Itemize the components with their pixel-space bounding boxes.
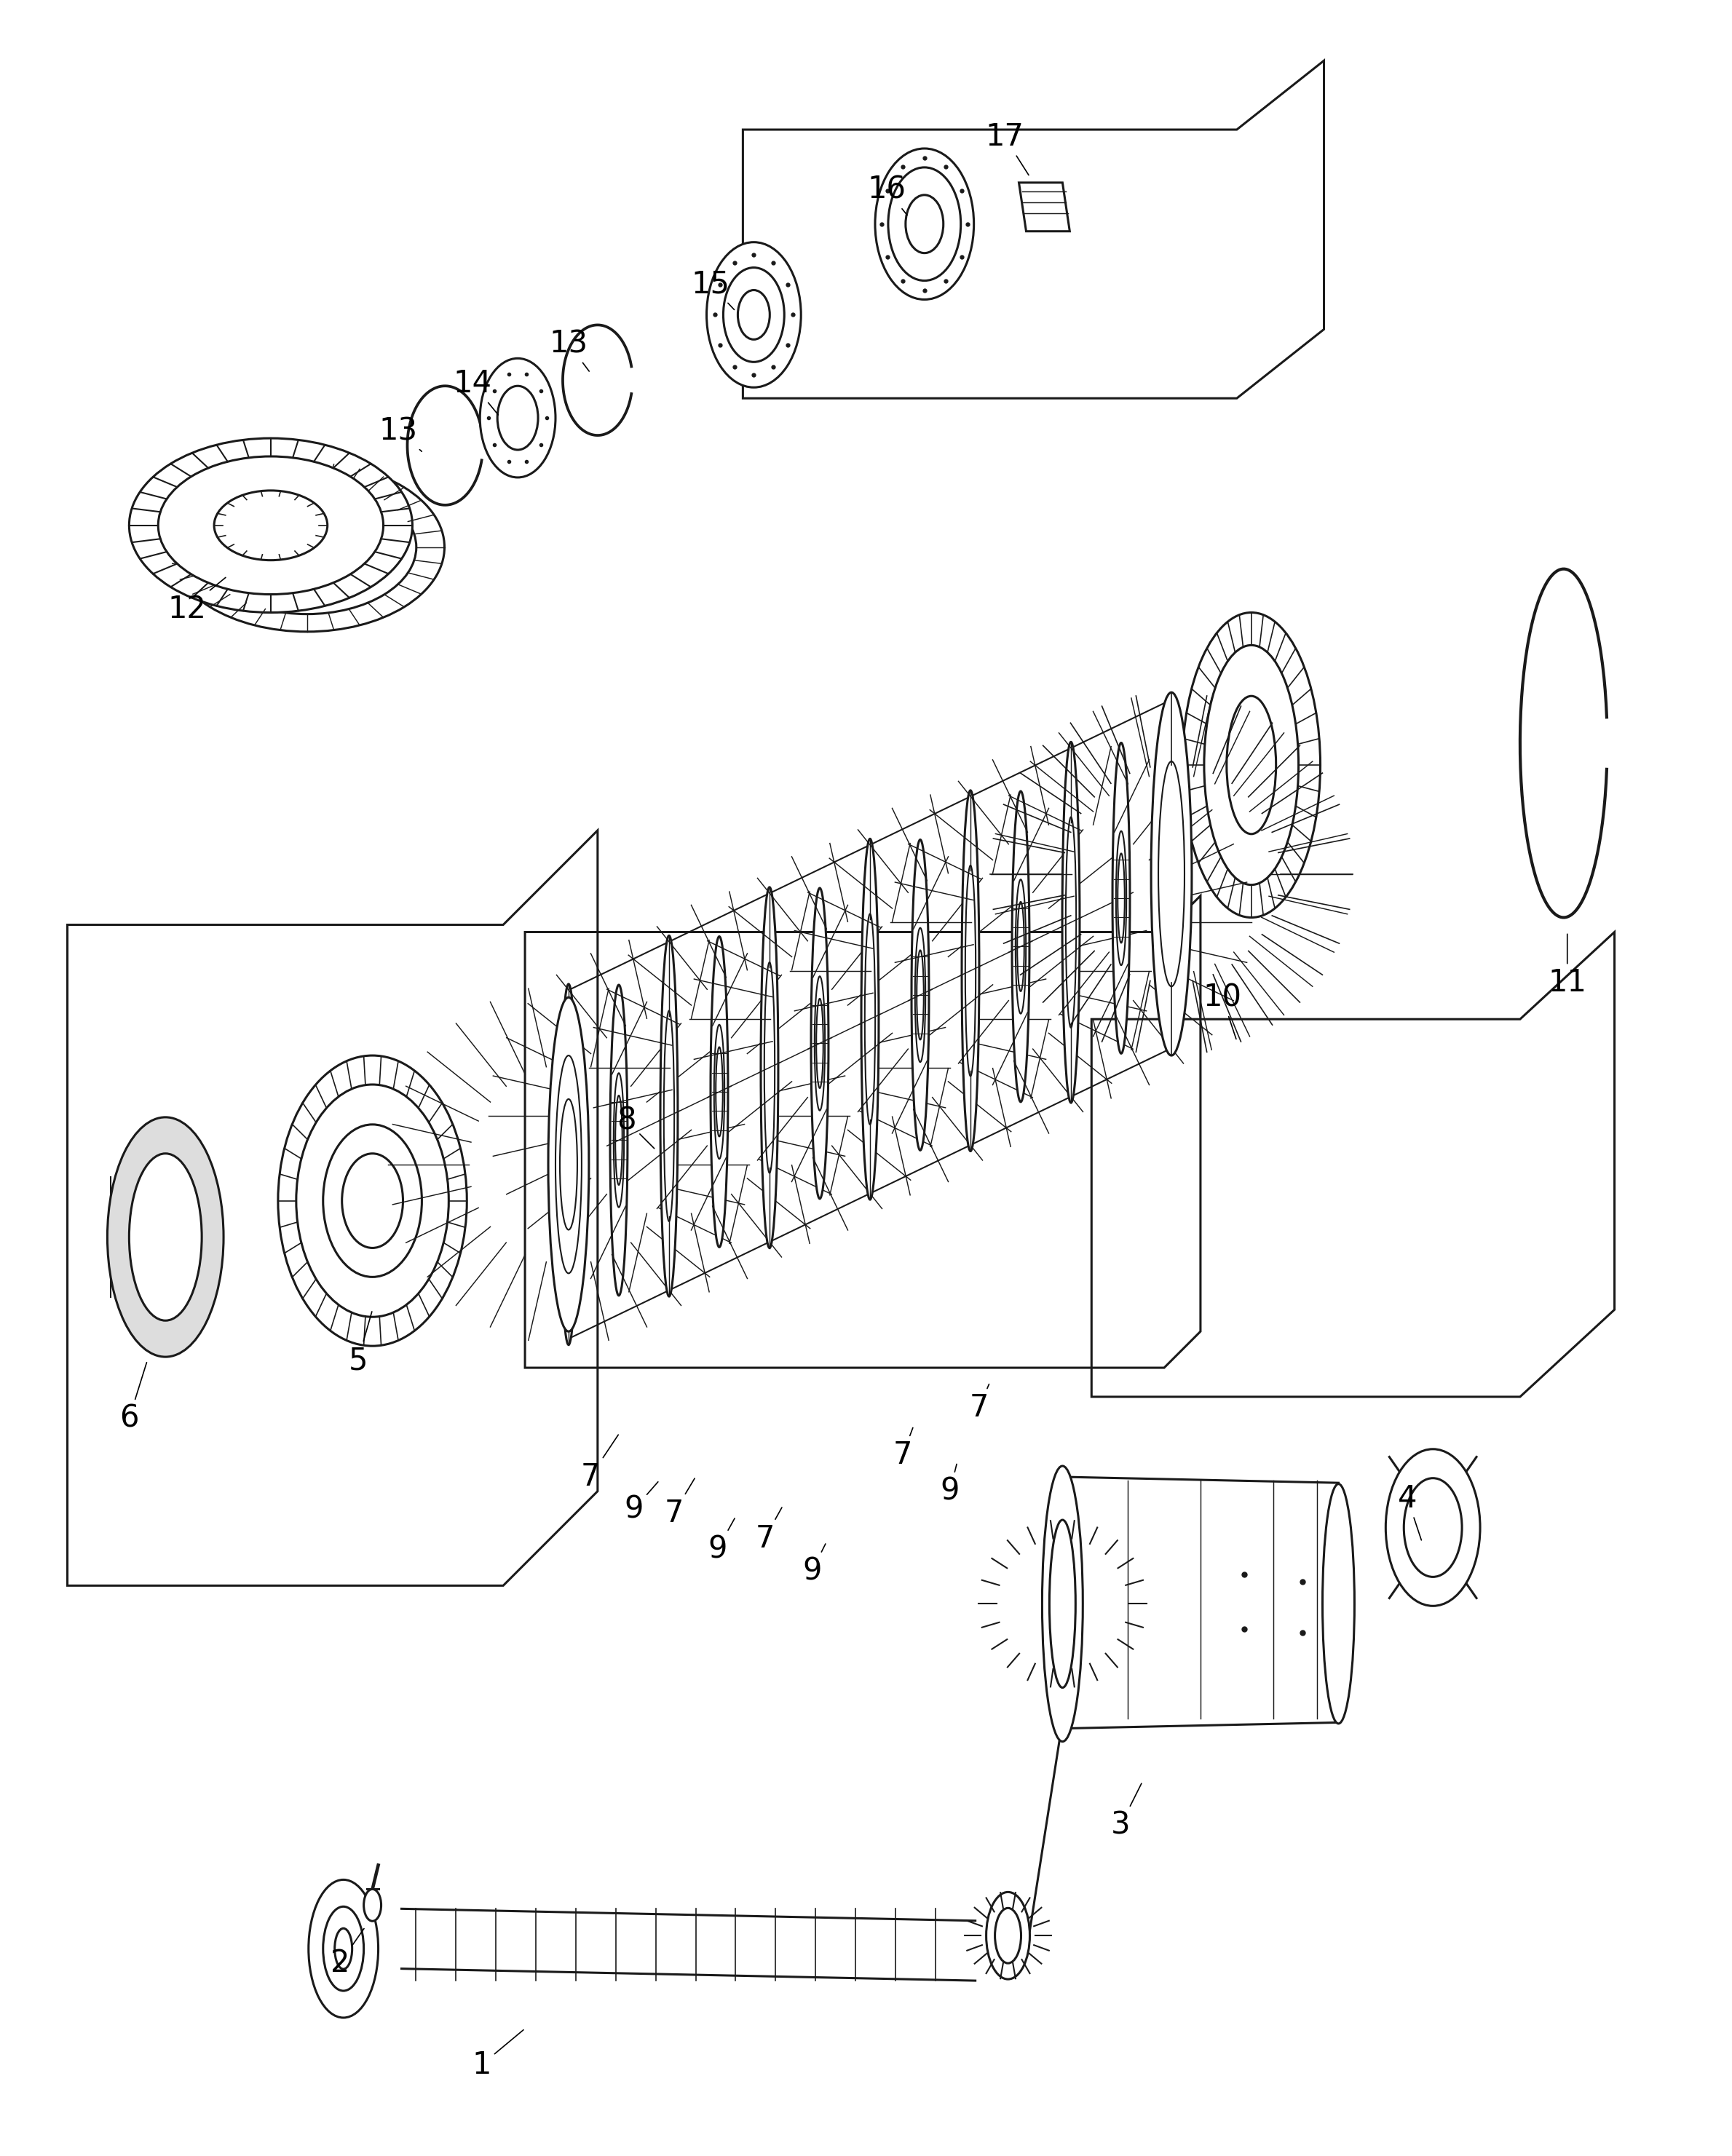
Ellipse shape [215,492,327,561]
Ellipse shape [1017,901,1024,992]
Ellipse shape [861,839,878,1199]
Ellipse shape [965,865,975,1076]
Text: 14: 14 [454,369,499,414]
Ellipse shape [615,1095,622,1186]
Ellipse shape [814,977,824,1110]
Text: 9: 9 [624,1481,658,1524]
Ellipse shape [961,791,979,1151]
Ellipse shape [1204,645,1299,884]
Ellipse shape [1065,817,1076,1028]
Ellipse shape [341,1153,404,1248]
Ellipse shape [1405,1479,1462,1576]
Ellipse shape [1323,1483,1354,1723]
Ellipse shape [1112,744,1129,1054]
Ellipse shape [1050,1520,1076,1688]
Ellipse shape [911,839,928,1151]
Ellipse shape [1043,1466,1082,1742]
Ellipse shape [916,951,923,1039]
Ellipse shape [811,888,828,1199]
Ellipse shape [764,962,774,1173]
Ellipse shape [663,1011,674,1220]
Text: 13: 13 [549,328,589,371]
Ellipse shape [710,936,727,1246]
Text: 7: 7 [665,1479,695,1529]
Ellipse shape [279,1056,468,1345]
Ellipse shape [170,464,445,632]
Text: 7: 7 [894,1427,913,1470]
Text: 15: 15 [691,270,734,310]
Ellipse shape [1183,612,1320,918]
Ellipse shape [364,1889,381,1921]
Ellipse shape [559,1100,577,1229]
Ellipse shape [1166,770,1176,979]
Ellipse shape [875,149,973,300]
Text: 13: 13 [379,416,423,451]
Ellipse shape [760,888,778,1248]
Ellipse shape [610,985,627,1296]
Ellipse shape [889,168,961,280]
Text: 12: 12 [168,578,225,625]
Ellipse shape [1386,1449,1481,1606]
Ellipse shape [906,194,944,252]
Ellipse shape [1152,692,1192,1056]
Ellipse shape [1062,742,1079,1102]
Ellipse shape [1011,791,1029,1102]
Text: 17: 17 [986,121,1029,175]
Ellipse shape [324,1125,423,1276]
Ellipse shape [816,998,823,1089]
Ellipse shape [914,927,925,1063]
Ellipse shape [724,267,785,362]
Text: 7: 7 [755,1507,781,1554]
Ellipse shape [994,1908,1022,1964]
Text: 7: 7 [580,1434,618,1492]
Ellipse shape [613,1074,624,1207]
Ellipse shape [559,983,577,1345]
Ellipse shape [707,241,800,388]
Ellipse shape [1159,761,1185,987]
Text: 10: 10 [1204,983,1242,1039]
Ellipse shape [130,1153,201,1319]
Text: 2: 2 [331,1930,364,1979]
Ellipse shape [1162,694,1179,1054]
Ellipse shape [1226,696,1276,834]
Ellipse shape [714,1024,724,1160]
Text: 1: 1 [471,2029,523,2081]
Ellipse shape [660,936,677,1296]
Ellipse shape [107,1117,223,1356]
Ellipse shape [738,291,769,338]
Ellipse shape [497,386,539,451]
Ellipse shape [130,438,412,612]
Text: 3: 3 [1110,1783,1141,1841]
Ellipse shape [324,1906,364,1990]
Text: 8: 8 [617,1106,655,1149]
Ellipse shape [1115,830,1126,966]
Text: 16: 16 [868,175,908,216]
Ellipse shape [715,1048,722,1136]
Ellipse shape [1117,854,1124,942]
Text: 5: 5 [348,1311,372,1376]
Ellipse shape [986,1893,1031,1979]
Text: 9: 9 [802,1544,826,1587]
Ellipse shape [308,1880,378,2018]
Text: 9: 9 [708,1518,734,1565]
Ellipse shape [296,1084,449,1317]
Text: 6: 6 [120,1363,147,1434]
Ellipse shape [556,1056,582,1274]
Text: 4: 4 [1398,1483,1422,1539]
Ellipse shape [549,998,589,1332]
Ellipse shape [197,481,416,614]
Ellipse shape [1015,880,1025,1013]
Ellipse shape [563,1059,573,1270]
Text: 7: 7 [970,1384,989,1423]
Ellipse shape [480,358,556,476]
Text: 9: 9 [940,1464,960,1507]
Ellipse shape [334,1927,352,1968]
Ellipse shape [864,914,875,1125]
Text: 11: 11 [1548,934,1587,998]
Ellipse shape [158,457,383,595]
